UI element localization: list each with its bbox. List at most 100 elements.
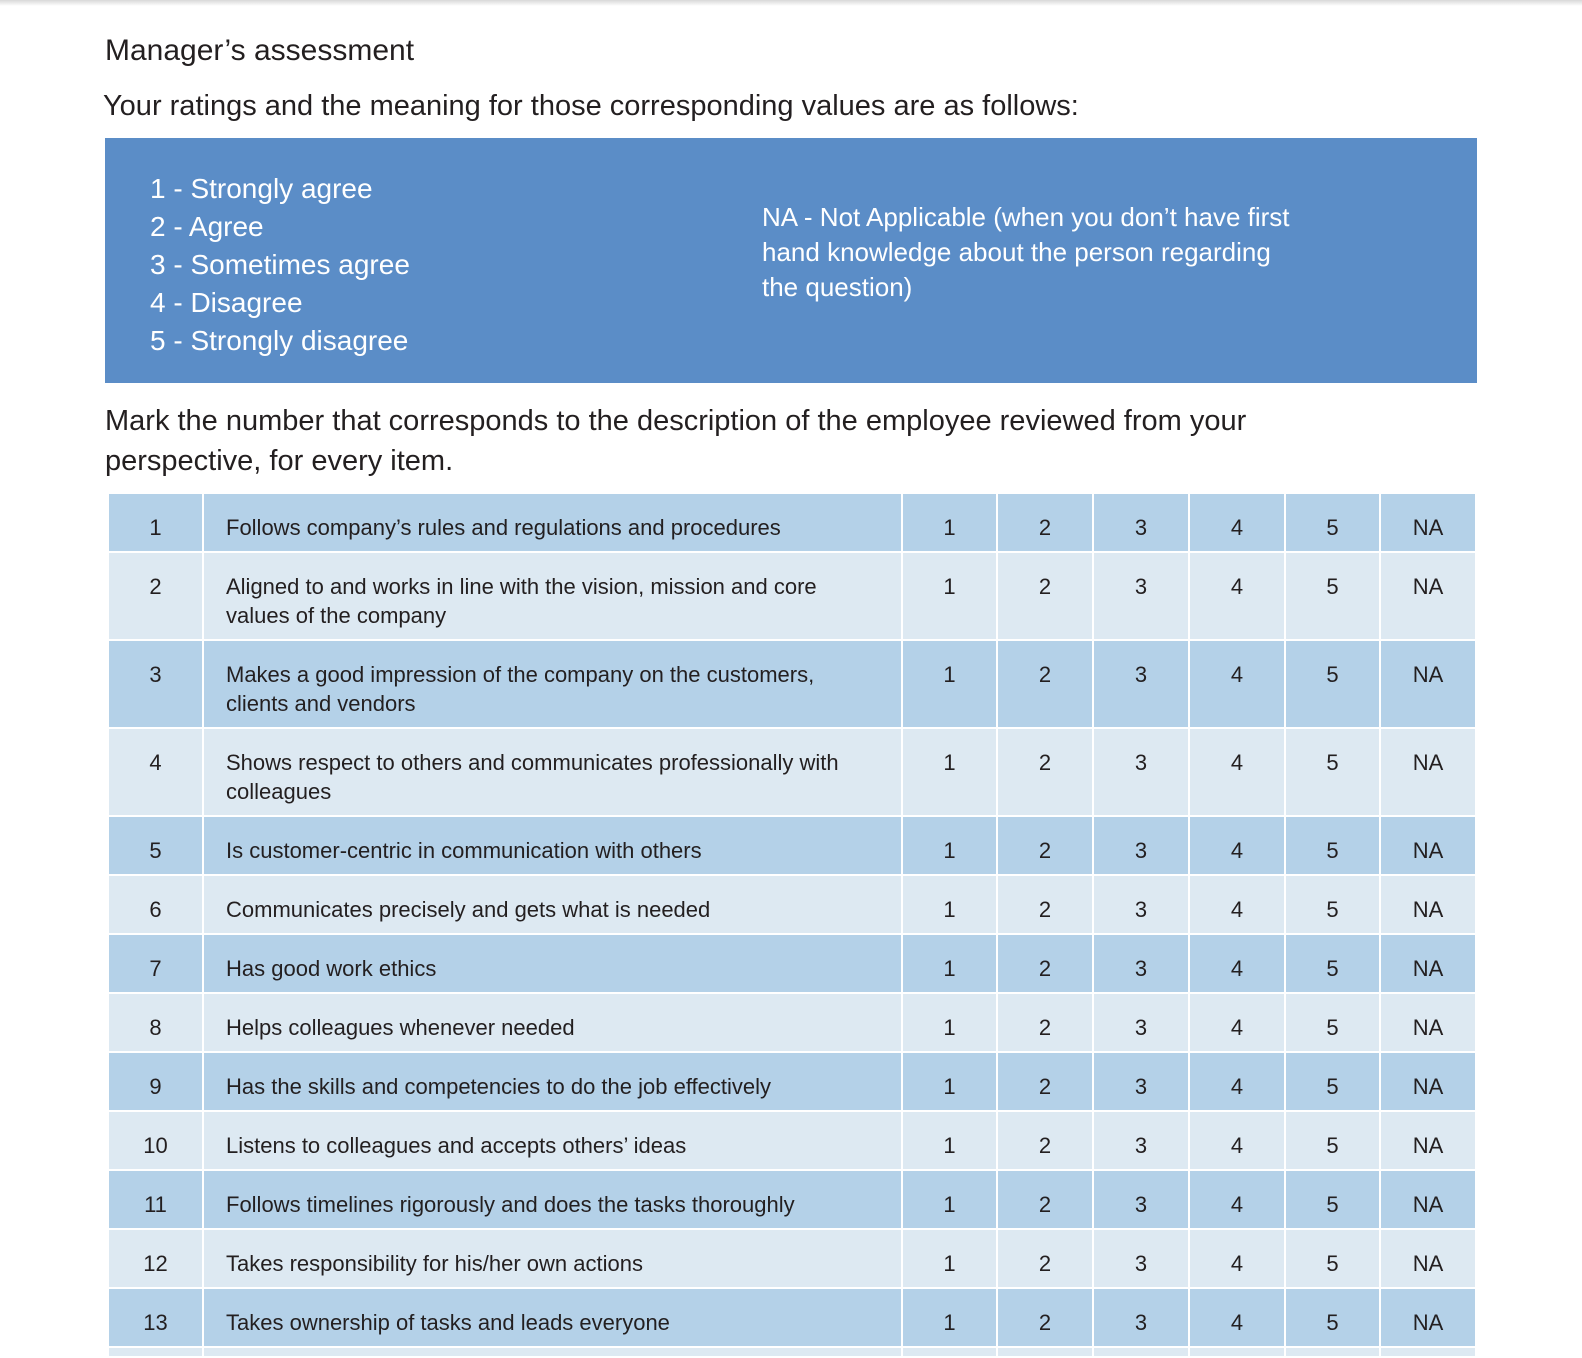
rating-option: 1 bbox=[901, 1287, 998, 1348]
rating-option: 2 bbox=[996, 1051, 1094, 1112]
rating-option: 5 bbox=[1284, 1169, 1381, 1230]
item-number: 12 bbox=[107, 1228, 204, 1289]
empty-cell bbox=[1188, 1346, 1286, 1358]
item-number: 6 bbox=[107, 874, 204, 935]
rating-option: 5 bbox=[1284, 1051, 1381, 1112]
item-text: Shows respect to others and communicates… bbox=[202, 727, 903, 817]
rating-option: 4 bbox=[1188, 639, 1286, 729]
table-row: 11 Follows timelines rigorously and does … bbox=[107, 1169, 1477, 1230]
rating-option: 4 bbox=[1188, 815, 1286, 876]
rating-option: 3 bbox=[1092, 1110, 1190, 1171]
rating-option: 5 bbox=[1284, 727, 1381, 817]
scale-item: 4 - Disagree bbox=[150, 287, 303, 318]
rating-option: NA bbox=[1379, 1110, 1477, 1171]
item-number: 8 bbox=[107, 992, 204, 1053]
rating-option: 3 bbox=[1092, 933, 1190, 994]
rating-option: 2 bbox=[996, 551, 1094, 641]
table-row: 10 Listens to colleagues and accepts othe… bbox=[107, 1110, 1477, 1171]
item-number: 11 bbox=[107, 1169, 204, 1230]
table-row: 8 Helps colleagues whenever needed 1 2 3 4 5 NA bbox=[107, 992, 1477, 1053]
item-text: Listens to colleagues and accepts others… bbox=[202, 1110, 903, 1171]
item-text: Is customer-centric in communication wit… bbox=[202, 815, 903, 876]
rating-option: 1 bbox=[901, 933, 998, 994]
intro: Your ratings and the meaning for those c… bbox=[103, 90, 1079, 122]
item-number: 10 bbox=[107, 1110, 204, 1171]
rating-option: 4 bbox=[1188, 874, 1286, 935]
rating-option: 5 bbox=[1284, 815, 1381, 876]
rating-option: 3 bbox=[1092, 1287, 1190, 1348]
rating-option: 4 bbox=[1188, 1110, 1286, 1171]
rating-option: 3 bbox=[1092, 727, 1190, 817]
empty-cell bbox=[996, 1346, 1094, 1358]
table-row: 3 Makes a good impression of the company … bbox=[107, 639, 1477, 729]
rating-option: 2 bbox=[996, 639, 1094, 729]
table-row: 9 Has the skills and competencies to do t… bbox=[107, 1051, 1477, 1112]
scale-item: 1 - Strongly agree bbox=[150, 173, 373, 204]
table-row: 2 Aligned to and works in line with the v… bbox=[107, 551, 1477, 641]
rating-option: NA bbox=[1379, 1228, 1477, 1289]
table-row: 7 Has good work ethics 1 2 3 4 5 NA bbox=[107, 933, 1477, 994]
rating-option: 5 bbox=[1284, 933, 1381, 994]
empty-cell bbox=[202, 1346, 903, 1358]
rating-option: 3 bbox=[1092, 992, 1190, 1053]
rating-option: 4 bbox=[1188, 992, 1286, 1053]
rating-option: NA bbox=[1379, 874, 1477, 935]
rating-option: 2 bbox=[996, 727, 1094, 817]
rating-option: 1 bbox=[901, 992, 998, 1053]
rating-option: NA bbox=[1379, 639, 1477, 729]
rating-option: 5 bbox=[1284, 639, 1381, 729]
rating-option: NA bbox=[1379, 1287, 1477, 1348]
rating-option: 3 bbox=[1092, 815, 1190, 876]
rating-option: 5 bbox=[1284, 1287, 1381, 1348]
item-text: Follows timelines rigorously and does th… bbox=[202, 1169, 903, 1230]
scale-item: 5 - Strongly disagree bbox=[150, 325, 409, 356]
empty-cell bbox=[107, 1346, 204, 1358]
rating-option: 3 bbox=[1092, 1169, 1190, 1230]
rating-option: 1 bbox=[901, 492, 998, 553]
table-row: 13 Takes ownership of tasks and leads eve… bbox=[107, 1287, 1477, 1348]
item-text: Helps colleagues whenever needed bbox=[202, 992, 903, 1053]
rating-option: 2 bbox=[996, 933, 1094, 994]
empty-cell bbox=[901, 1346, 998, 1358]
rating-option: 5 bbox=[1284, 992, 1381, 1053]
rating-option: 5 bbox=[1284, 492, 1381, 553]
rating-option: 4 bbox=[1188, 1228, 1286, 1289]
legend-box: 1 - Strongly agree 2 - Agree 3 - Sometimes… bbox=[105, 138, 1477, 383]
item-text: Takes responsibility for his/her own act… bbox=[202, 1228, 903, 1289]
rating-option: 1 bbox=[901, 1169, 998, 1230]
rating-option: 2 bbox=[996, 815, 1094, 876]
rating-option: 1 bbox=[901, 1051, 998, 1112]
rating-option: 5 bbox=[1284, 551, 1381, 641]
scale-item: 2 - Agree bbox=[150, 211, 264, 242]
rating-option: NA bbox=[1379, 992, 1477, 1053]
rating-option: 2 bbox=[996, 1287, 1094, 1348]
item-number: 4 bbox=[107, 727, 204, 817]
table-row: 4 Shows respect to others and communicate… bbox=[107, 727, 1477, 817]
item-text: Has good work ethics bbox=[202, 933, 903, 994]
rating-option: NA bbox=[1379, 492, 1477, 553]
rating-option: NA bbox=[1379, 551, 1477, 641]
table-row: 5 Is customer-centric in communication wi… bbox=[107, 815, 1477, 876]
rating-option: 3 bbox=[1092, 492, 1190, 553]
rating-option: 3 bbox=[1092, 639, 1190, 729]
rating-option: NA bbox=[1379, 933, 1477, 994]
item-number: 5 bbox=[107, 815, 204, 876]
rating-option: NA bbox=[1379, 1169, 1477, 1230]
na-note: NA - Not Applicable (when you don’t have… bbox=[762, 202, 1290, 302]
item-number: 13 bbox=[107, 1287, 204, 1348]
rating-option: 2 bbox=[996, 992, 1094, 1053]
rating-option: 2 bbox=[996, 1169, 1094, 1230]
table-row: 12 Takes responsibility for his/her own a… bbox=[107, 1228, 1477, 1289]
title: Manager’s assessment bbox=[105, 34, 415, 67]
rating-option: 2 bbox=[996, 1110, 1094, 1171]
rating-option: 4 bbox=[1188, 1169, 1286, 1230]
rating-option: 5 bbox=[1284, 1228, 1381, 1289]
rating-option: 4 bbox=[1188, 933, 1286, 994]
rating-option: 3 bbox=[1092, 874, 1190, 935]
rating-option: 5 bbox=[1284, 874, 1381, 935]
rating-option: 1 bbox=[901, 727, 998, 817]
rating-option: 5 bbox=[1284, 1110, 1381, 1171]
rating-option: 4 bbox=[1188, 1051, 1286, 1112]
rating-option: 1 bbox=[901, 1110, 998, 1171]
